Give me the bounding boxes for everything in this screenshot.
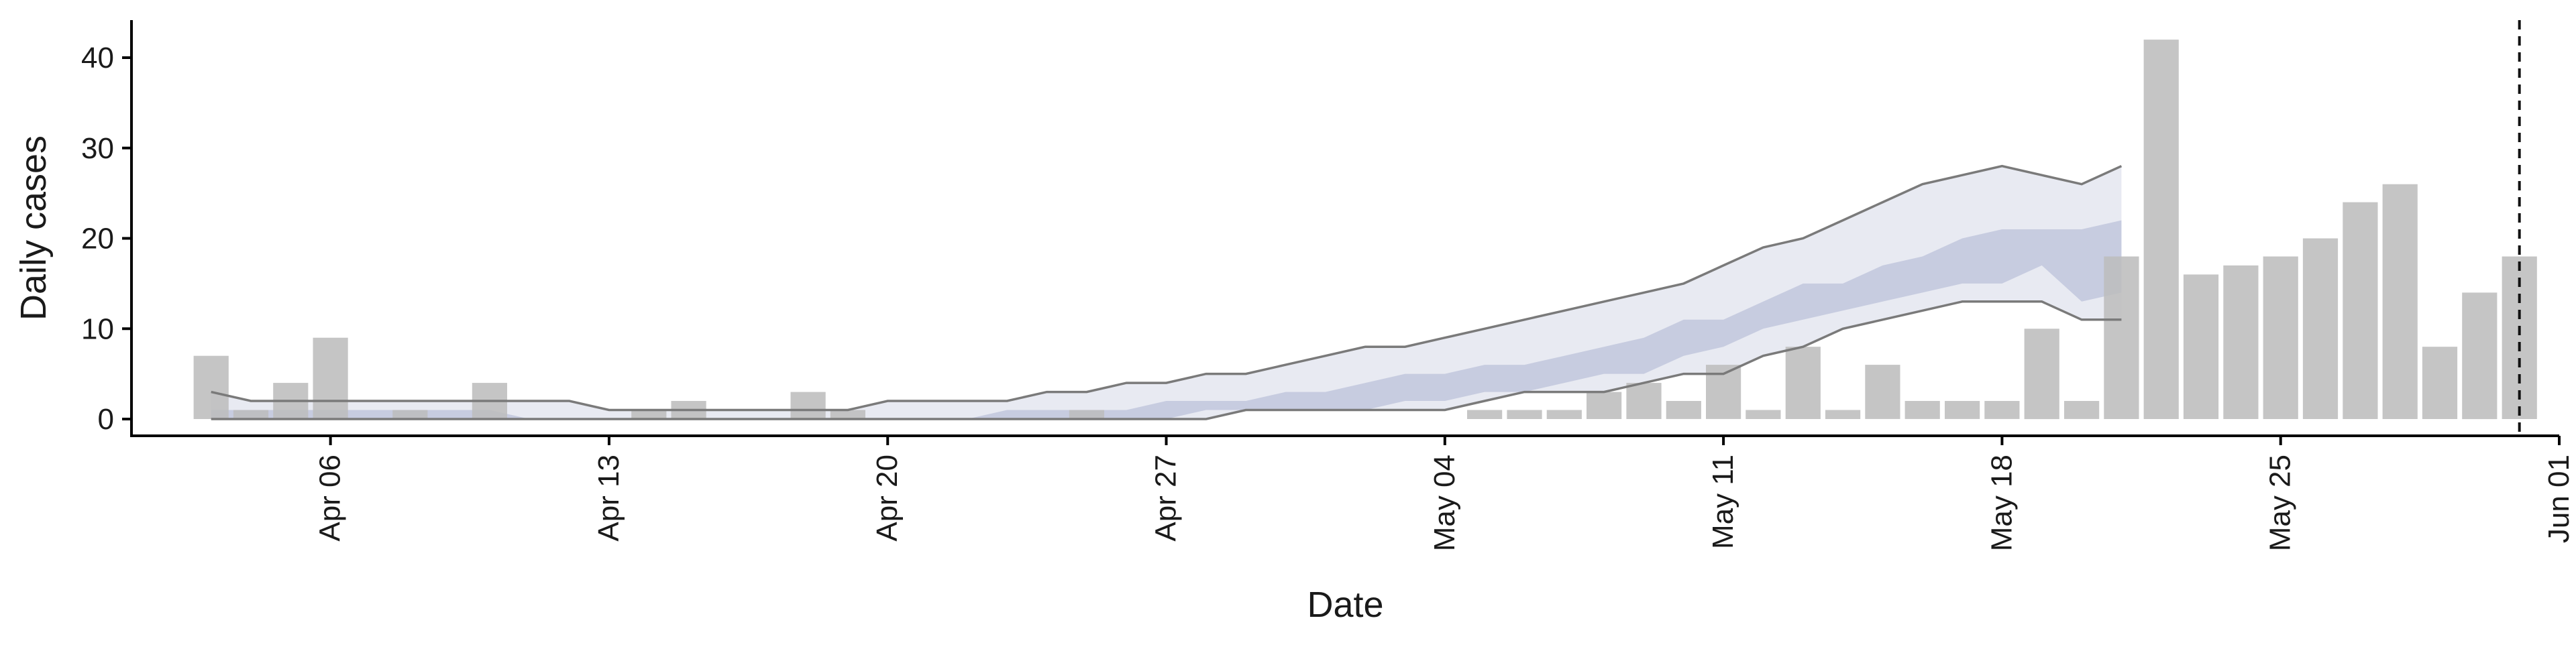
case-bar: [2064, 401, 2100, 419]
case-bar: [1904, 401, 1940, 419]
case-bar: [2263, 256, 2298, 419]
case-bar: [233, 410, 269, 419]
x-tick-label: Jun 01: [2542, 455, 2575, 543]
x-tick-label: Apr 06: [314, 455, 347, 542]
x-tick-label: Apr 20: [871, 455, 904, 542]
x-tick-label: May 11: [1707, 455, 1739, 549]
case-bar: [1785, 347, 1821, 419]
lower-bound-line: [211, 300, 2122, 420]
case-bar: [2462, 292, 2498, 420]
x-tick-label: May 18: [1985, 455, 2018, 551]
case-bar: [2183, 274, 2219, 419]
y-tick-label: 30: [81, 132, 114, 165]
case-bar: [830, 410, 865, 419]
projection-bands: [211, 166, 2122, 419]
y-tick-label: 20: [81, 223, 114, 255]
case-bar: [1507, 410, 1542, 419]
case-bar: [2223, 265, 2259, 419]
case-bar: [1825, 410, 1861, 419]
case-bar: [2422, 347, 2458, 419]
y-tick-label: 0: [98, 403, 114, 436]
case-bar: [2024, 329, 2059, 420]
y-tick-label: 10: [81, 312, 114, 345]
x-tick-label: May 25: [2264, 455, 2297, 551]
projection-bound-lines: [211, 164, 2123, 420]
case-bar: [1467, 410, 1503, 419]
x-tick-label: Apr 13: [592, 455, 625, 542]
case-bar: [2143, 40, 2179, 420]
y-tick-label: 40: [81, 42, 114, 74]
case-bar: [1546, 410, 1582, 419]
case-bar: [2104, 256, 2139, 419]
projection-band-50: [211, 220, 2122, 419]
upper-bound-line: [211, 164, 2123, 412]
x-axis-title: Date: [1307, 585, 1383, 625]
case-bar: [193, 355, 229, 419]
case-bar: [1587, 392, 1622, 419]
case-bar: [2302, 238, 2339, 419]
case-bar: [1945, 401, 1980, 419]
case-bar: [1746, 410, 1781, 419]
x-tick-label: Apr 27: [1150, 455, 1183, 542]
case-bar: [313, 337, 348, 419]
x-tick-label: May 04: [1428, 455, 1461, 551]
axes: 0 10 20 30 40 Apr 06 Apr 13 Apr 20 Apr 27 May 04 M…: [81, 20, 2575, 551]
case-bar: [2382, 184, 2418, 419]
daily-case-bars: [193, 40, 2537, 420]
case-bar: [1865, 365, 1900, 419]
case-bar: [631, 410, 667, 419]
case-bar: [1626, 383, 1662, 419]
case-bar: [1984, 401, 2020, 419]
y-axis-title: Daily cases: [13, 135, 54, 320]
case-bar: [1069, 410, 1104, 419]
case-bar: [790, 392, 826, 419]
case-bar: [392, 410, 428, 419]
case-bar: [2343, 202, 2378, 419]
case-bar: [1666, 401, 1701, 419]
